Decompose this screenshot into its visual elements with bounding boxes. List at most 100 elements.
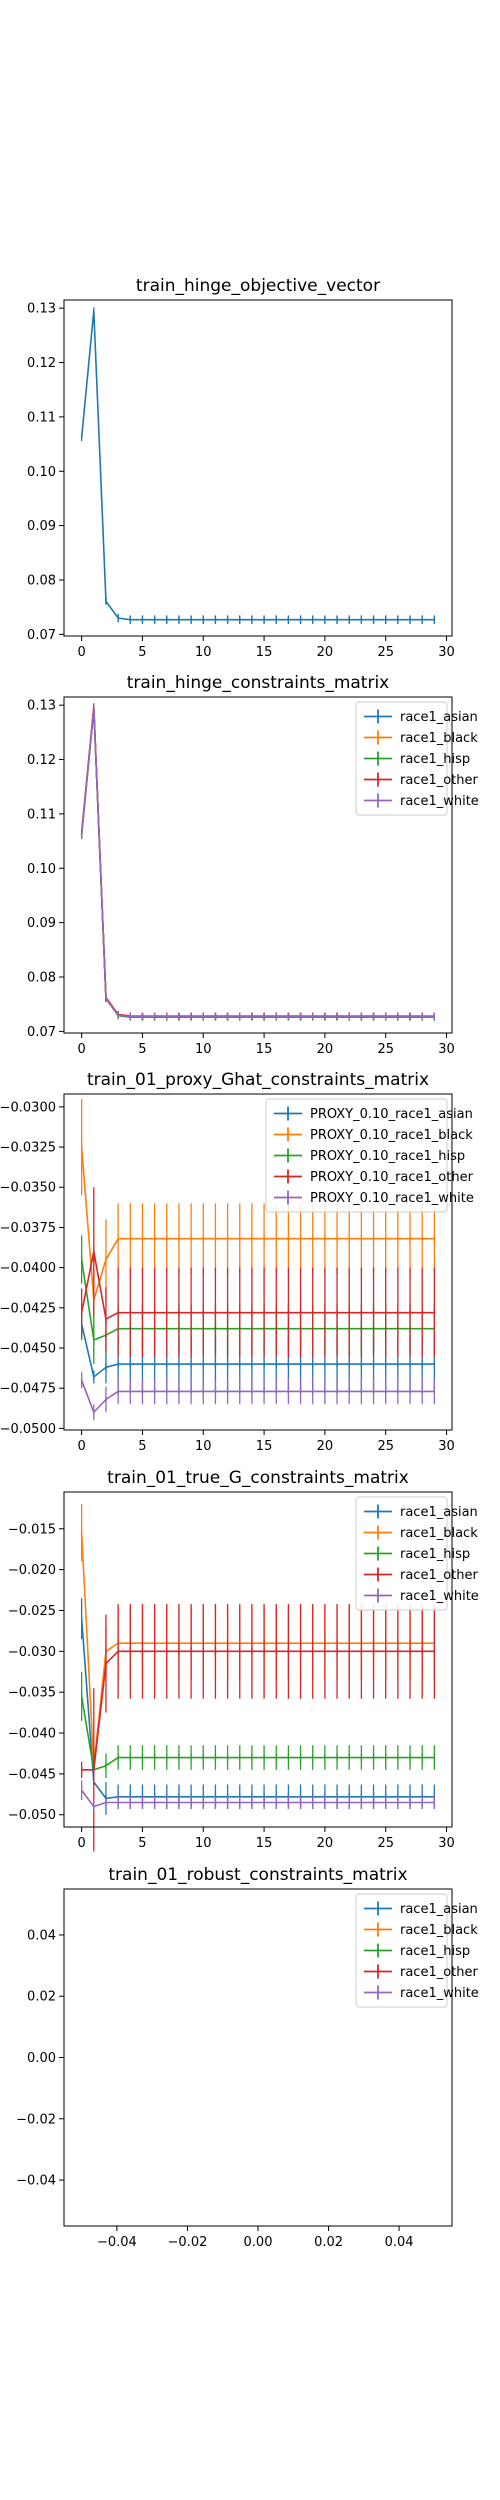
x-tick-label: 5 — [138, 645, 146, 660]
chart-3: train_01_proxy_Ghat_constraints_matrix 0 5… — [0, 1070, 474, 1454]
series-group — [80, 1504, 436, 1852]
x-tick-label: 15 — [256, 645, 273, 660]
axes-frame — [63, 299, 453, 637]
x-tick-label: 0.00 — [244, 2235, 273, 2250]
chart-title: train_hinge_constraints_matrix — [127, 673, 389, 693]
legend-label: race1_hisp — [400, 752, 470, 767]
legend: race1_asian race1_black race1_hisp race1_ot… — [355, 1496, 479, 1611]
series-line-PROXY_0.10_race1_hisp — [80, 1259, 435, 1342]
legend-label: race1_black — [400, 1923, 478, 1938]
series-line-PROXY_0.10_race1_other — [80, 1251, 435, 1321]
x-tick-label: 10 — [195, 1836, 212, 1851]
x-tick-label: 10 — [195, 1042, 212, 1057]
legend-box — [355, 1893, 448, 2008]
x-tick-label: 20 — [317, 645, 334, 660]
y-tick-label: 0.13 — [27, 699, 56, 714]
x-tick-label: 15 — [256, 1836, 273, 1851]
x-tick-label: 0 — [77, 1836, 85, 1851]
chart-title: train_01_proxy_Ghat_constraints_matrix — [87, 1070, 429, 1090]
y-tick-label: 0.11 — [27, 410, 56, 425]
series-line-race1_asian — [80, 310, 435, 621]
y-tick-label: −0.050 — [8, 1808, 56, 1823]
legend-label: PROXY_0.10_race1_black — [310, 1128, 473, 1143]
y-tick-label: −0.0475 — [0, 1382, 56, 1397]
x-tick-label: 25 — [377, 1836, 394, 1851]
y-tick-label: −0.030 — [8, 1645, 56, 1660]
legend-box — [355, 1496, 448, 1611]
x-tick-label: 0.02 — [314, 2235, 343, 2250]
y-tick-label: 0.12 — [27, 753, 56, 768]
y-tick-label: −0.0375 — [0, 1221, 56, 1236]
legend-label: race1_black — [400, 731, 478, 746]
legend-label: race1_white — [400, 1986, 479, 2001]
legend: PROXY_0.10_race1_asian PROXY_0.10_race1_b… — [265, 1098, 474, 1213]
x-tick-label: 15 — [256, 1042, 273, 1057]
y-tick-label: 0.13 — [27, 302, 56, 317]
y-tick-label: −0.015 — [8, 1522, 56, 1537]
legend: race1_asian race1_black race1_hisp race1_ot… — [355, 701, 479, 816]
y-tick-label: 0.10 — [27, 465, 56, 480]
x-tick-label: 0 — [77, 645, 85, 660]
x-tick-label: 0 — [77, 1042, 85, 1057]
legend-label: PROXY_0.10_race1_other — [310, 1170, 474, 1185]
y-tick-label: −0.045 — [8, 1767, 56, 1782]
chart-5: train_01_robust_constraints_matrix −0.04 −… — [16, 1865, 479, 2250]
chart-title: train_01_true_G_constraints_matrix — [107, 1468, 409, 1488]
y-tick-label: −0.0500 — [0, 1422, 56, 1437]
series-line-PROXY_0.10_race1_asian — [80, 1323, 435, 1379]
y-tick-label: 0.09 — [27, 916, 56, 931]
x-tick-label: 5 — [138, 1836, 146, 1851]
y-tick-label: −0.04 — [16, 2174, 56, 2189]
y-tick-label: 0.09 — [27, 519, 56, 534]
x-tick-label: 20 — [317, 1042, 334, 1057]
legend-label: race1_asian — [400, 710, 478, 725]
y-tick-label: −0.025 — [8, 1604, 56, 1619]
y-tick-label: 0.07 — [27, 1025, 56, 1040]
chart-title: train_01_robust_constraints_matrix — [108, 1865, 407, 1885]
y-tick-label: −0.0300 — [0, 1100, 56, 1115]
legend-label: race1_hisp — [400, 1547, 470, 1562]
legend-label: race1_white — [400, 794, 479, 809]
y-tick-label: −0.0350 — [0, 1181, 56, 1196]
legend-label: race1_hisp — [400, 1944, 470, 1959]
y-tick-label: −0.020 — [8, 1563, 56, 1578]
legend-box — [355, 701, 448, 816]
legend-label: race1_white — [400, 1589, 479, 1604]
legend-label: PROXY_0.10_race1_asian — [310, 1107, 473, 1122]
y-tick-label: 0.04 — [27, 1928, 56, 1943]
x-tick-label: 5 — [138, 1439, 146, 1454]
series-group — [80, 703, 436, 1021]
series-line-PROXY_0.10_race1_black — [80, 1146, 435, 1301]
y-tick-label: 0.00 — [27, 2051, 56, 2066]
x-tick-label: 25 — [377, 1042, 394, 1057]
y-tick-label: 0.08 — [27, 574, 56, 589]
series-line-race1_white — [80, 707, 435, 1018]
x-tick-label: 20 — [317, 1836, 334, 1851]
series-line-PROXY_0.10_race1_white — [80, 1379, 435, 1414]
chart-4: train_01_true_G_constraints_matrix 0 5 10 15… — [8, 1468, 479, 1852]
x-tick-label: 15 — [256, 1439, 273, 1454]
series-group — [80, 307, 436, 625]
y-tick-label: 0.10 — [27, 862, 56, 877]
x-tick-label: −0.04 — [97, 2235, 137, 2250]
axes-frame — [63, 1093, 453, 1431]
y-tick-label: −0.040 — [8, 1727, 56, 1742]
x-tick-label: 5 — [138, 1042, 146, 1057]
legend-label: race1_other — [400, 1568, 479, 1583]
x-tick-label: −0.02 — [168, 2235, 208, 2250]
x-tick-label: 10 — [195, 1439, 212, 1454]
series-line-race1_hisp — [80, 1696, 435, 1771]
y-tick-label: −0.0425 — [0, 1301, 56, 1316]
x-tick-label: 20 — [317, 1439, 334, 1454]
x-tick-label: 25 — [377, 1439, 394, 1454]
legend-label: race1_black — [400, 1526, 478, 1541]
x-tick-label: 30 — [438, 1836, 455, 1851]
y-tick-label: −0.0400 — [0, 1261, 56, 1276]
x-tick-label: 25 — [377, 645, 394, 660]
x-tick-label: 0.04 — [385, 2235, 414, 2250]
legend-label: PROXY_0.10_race1_white — [310, 1191, 474, 1206]
series-group — [80, 1098, 436, 1421]
legend-label: race1_asian — [400, 1505, 478, 1520]
x-tick-label: 0 — [77, 1439, 85, 1454]
